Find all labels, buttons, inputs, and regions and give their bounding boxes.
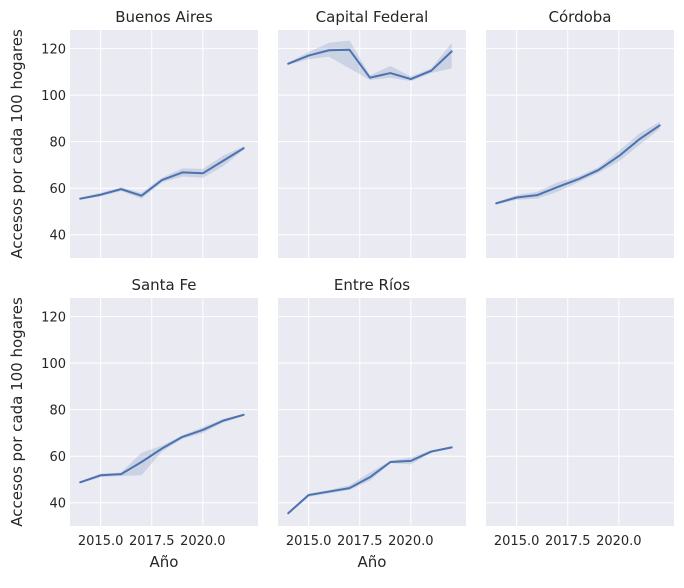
y-tick-label: 80 <box>49 136 66 151</box>
panel-title: Buenos Aires <box>115 8 213 26</box>
x-tick-label: 2015.0 <box>78 534 124 549</box>
panel-background <box>278 298 466 526</box>
series-line <box>79 413 245 484</box>
series-line <box>287 446 453 515</box>
panel-title: Córdoba <box>549 8 612 26</box>
panel-background <box>70 298 258 526</box>
facet-panel: Córdoba <box>486 8 674 258</box>
x-tick-label: 2017.5 <box>545 534 591 549</box>
facet-panel: Capital Federal <box>278 8 466 258</box>
panel-background <box>486 30 674 258</box>
series-line <box>287 48 453 81</box>
series-line <box>495 124 661 205</box>
y-tick-label: 100 <box>41 89 66 104</box>
y-tick-label: 100 <box>41 357 66 372</box>
x-axis-label: Año <box>358 553 387 571</box>
x-tick-label: 2020.0 <box>180 534 226 549</box>
panel-background <box>70 30 258 258</box>
x-tick-label: 2015.0 <box>494 534 540 549</box>
y-tick-label: 80 <box>49 404 66 419</box>
x-tick-label: 2020.0 <box>388 534 434 549</box>
x-tick-label: 2020.0 <box>596 534 642 549</box>
series-line <box>79 147 245 200</box>
y-tick-label: 60 <box>49 182 66 197</box>
confidence-band <box>288 446 452 515</box>
facet-panel: 2015.0 2017.5 2020.0 <box>486 298 674 549</box>
y-tick-label: 60 <box>49 450 66 465</box>
y-tick-label: 40 <box>49 229 66 244</box>
y-tick-label: 120 <box>41 43 66 58</box>
facet-panel: Santa Fe 40 60 80 100 120 2015.0 2017.5 2020.0Añ… <box>8 276 258 571</box>
confidence-band <box>80 146 244 200</box>
x-tick-label: 2017.5 <box>337 534 383 549</box>
y-axis-label: Accesos por cada 100 hogares <box>8 29 26 259</box>
x-tick-label: 2015.0 <box>286 534 332 549</box>
panel-title: Entre Ríos <box>334 276 410 294</box>
y-axis-label: Accesos por cada 100 hogares <box>8 297 26 527</box>
y-tick-label: 40 <box>49 497 66 512</box>
panel-title: Santa Fe <box>131 276 196 294</box>
y-tick-label: 120 <box>41 311 66 326</box>
x-axis-label: Año <box>150 553 179 571</box>
panel-background <box>486 298 674 526</box>
x-tick-label: 2017.5 <box>129 534 175 549</box>
panel-title: Capital Federal <box>316 8 429 26</box>
facet-panel: Buenos Aires 40 60 80 100 120 Accesos por cada… <box>8 8 258 259</box>
